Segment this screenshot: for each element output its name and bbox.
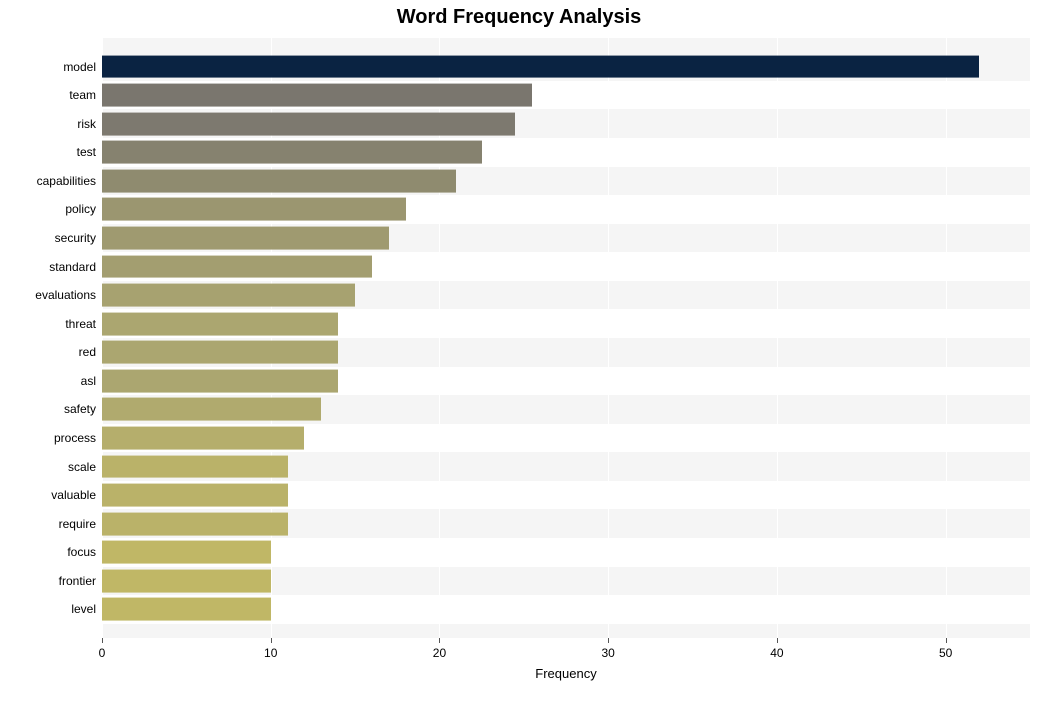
bar-row bbox=[102, 598, 1030, 621]
y-tick-label: capabilities bbox=[37, 174, 96, 188]
bar bbox=[102, 341, 338, 364]
bar-row bbox=[102, 312, 1030, 335]
grid-band bbox=[102, 38, 1030, 52]
bar bbox=[102, 227, 389, 250]
x-tick bbox=[608, 638, 609, 643]
x-axis-title: Frequency bbox=[535, 666, 596, 681]
y-tick-label: safety bbox=[64, 402, 96, 416]
y-tick-label: red bbox=[79, 345, 96, 359]
y-tick-label: asl bbox=[81, 374, 96, 388]
bar bbox=[102, 112, 515, 135]
bar-row bbox=[102, 484, 1030, 507]
bar bbox=[102, 255, 372, 278]
bar-row bbox=[102, 512, 1030, 535]
x-tick-label: 20 bbox=[433, 646, 446, 660]
bar bbox=[102, 512, 288, 535]
bar bbox=[102, 84, 532, 107]
bar bbox=[102, 55, 979, 78]
bar-row bbox=[102, 341, 1030, 364]
bar bbox=[102, 484, 288, 507]
bar-row bbox=[102, 369, 1030, 392]
x-tick bbox=[777, 638, 778, 643]
y-tick-label: team bbox=[69, 88, 96, 102]
bar bbox=[102, 398, 321, 421]
x-tick bbox=[271, 638, 272, 643]
bar bbox=[102, 169, 456, 192]
y-tick-label: require bbox=[59, 517, 96, 531]
bar-row bbox=[102, 398, 1030, 421]
bar bbox=[102, 141, 482, 164]
bar bbox=[102, 284, 355, 307]
bar-row bbox=[102, 227, 1030, 250]
bar bbox=[102, 541, 271, 564]
x-tick-label: 10 bbox=[264, 646, 277, 660]
y-tick-label: level bbox=[71, 602, 96, 616]
bar-row bbox=[102, 141, 1030, 164]
y-tick-label: process bbox=[54, 431, 96, 445]
bar bbox=[102, 198, 406, 221]
x-tick-label: 50 bbox=[939, 646, 952, 660]
x-tick bbox=[439, 638, 440, 643]
grid-band bbox=[102, 624, 1030, 638]
bar bbox=[102, 455, 288, 478]
y-tick-label: frontier bbox=[59, 574, 96, 588]
bar-row bbox=[102, 112, 1030, 135]
y-tick-label: evaluations bbox=[35, 288, 96, 302]
bar bbox=[102, 369, 338, 392]
bar-row bbox=[102, 284, 1030, 307]
y-tick-label: focus bbox=[67, 545, 96, 559]
bar-row bbox=[102, 541, 1030, 564]
bar-row bbox=[102, 569, 1030, 592]
bar-row bbox=[102, 55, 1030, 78]
bar bbox=[102, 427, 304, 450]
x-tick bbox=[102, 638, 103, 643]
bar bbox=[102, 569, 271, 592]
word-frequency-chart: Word Frequency Analysis Frequency model t… bbox=[0, 0, 1038, 701]
bar-row bbox=[102, 84, 1030, 107]
bar-row bbox=[102, 255, 1030, 278]
bar-row bbox=[102, 198, 1030, 221]
plot-area bbox=[102, 38, 1030, 638]
y-tick-label: valuable bbox=[51, 488, 96, 502]
x-tick-label: 0 bbox=[99, 646, 106, 660]
bar bbox=[102, 312, 338, 335]
y-tick-label: risk bbox=[77, 117, 96, 131]
bar-row bbox=[102, 455, 1030, 478]
x-tick-label: 30 bbox=[601, 646, 614, 660]
y-tick-label: test bbox=[77, 145, 96, 159]
y-tick-label: model bbox=[63, 60, 96, 74]
y-tick-label: scale bbox=[68, 460, 96, 474]
y-tick-label: policy bbox=[65, 202, 96, 216]
x-tick bbox=[946, 638, 947, 643]
bar-row bbox=[102, 169, 1030, 192]
y-tick-label: standard bbox=[49, 260, 96, 274]
y-tick-label: security bbox=[55, 231, 96, 245]
bar-row bbox=[102, 427, 1030, 450]
y-tick-label: threat bbox=[65, 317, 96, 331]
x-tick-label: 40 bbox=[770, 646, 783, 660]
bar bbox=[102, 598, 271, 621]
chart-title: Word Frequency Analysis bbox=[0, 6, 1038, 29]
